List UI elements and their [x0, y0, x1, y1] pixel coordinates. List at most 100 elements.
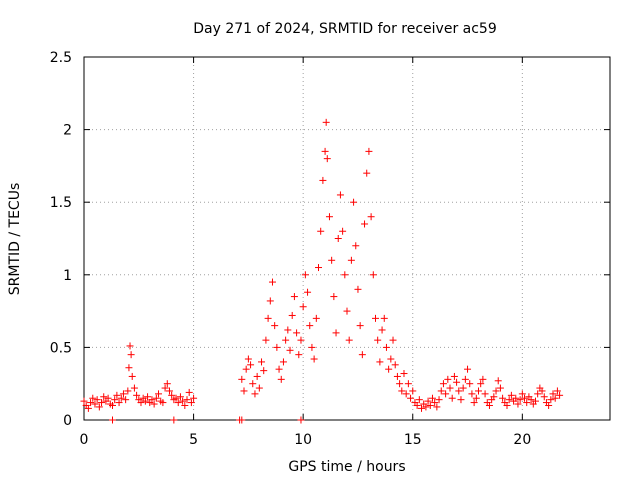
data-point [322, 118, 330, 126]
data-point [286, 346, 294, 354]
data-point [444, 375, 452, 383]
data-point [170, 416, 178, 424]
data-point [549, 390, 557, 398]
data-point [358, 351, 366, 359]
data-point [91, 400, 99, 408]
data-point [240, 387, 248, 395]
data-point [404, 380, 412, 388]
data-point [301, 271, 309, 279]
data-point [319, 176, 327, 184]
data-point [466, 380, 474, 388]
data-point [354, 285, 362, 293]
data-point [378, 326, 386, 334]
data-point [407, 394, 415, 402]
axis-ticks [83, 56, 610, 421]
data-point [376, 358, 384, 366]
data-point [279, 358, 287, 366]
data-point [150, 400, 158, 408]
data-point [553, 387, 561, 395]
data-point [111, 396, 119, 404]
data-point [100, 393, 108, 401]
data-point [299, 303, 307, 311]
y-tick-label: 2.5 [50, 50, 72, 66]
data-point [152, 394, 160, 402]
data-point [165, 387, 173, 395]
x-tick-label: 20 [513, 432, 531, 448]
data-point [108, 401, 116, 409]
y-tick-labels: 0 0.5 1 1.5 2 2.5 [50, 50, 72, 429]
data-point [385, 365, 393, 373]
data-point [496, 384, 504, 392]
data-point [126, 342, 134, 350]
data-points [80, 118, 564, 424]
data-point [159, 399, 167, 407]
data-point [325, 213, 333, 221]
data-point [398, 387, 406, 395]
data-point [334, 235, 342, 242]
data-point [128, 372, 136, 380]
data-point [176, 393, 184, 401]
data-point [264, 314, 272, 322]
data-point [442, 390, 450, 398]
data-point [433, 403, 441, 411]
data-point [187, 399, 195, 407]
data-point [317, 227, 325, 235]
data-point [556, 391, 564, 399]
data-point [253, 372, 261, 380]
plot-frame [83, 56, 611, 421]
data-point [315, 264, 323, 272]
data-point [437, 387, 445, 395]
data-point [479, 375, 487, 383]
data-point [141, 397, 149, 405]
data-point [273, 343, 281, 351]
data-point [87, 399, 95, 407]
data-point [95, 403, 103, 411]
data-point [80, 397, 88, 405]
y-tick-label: 1.5 [50, 195, 72, 211]
data-point [304, 288, 312, 296]
data-point [468, 390, 476, 398]
x-axis-label: GPS time / hours [288, 459, 405, 475]
data-point [266, 297, 274, 305]
data-point [426, 401, 434, 409]
data-point [323, 155, 331, 163]
data-point [352, 242, 360, 250]
data-point [249, 380, 257, 388]
data-point [137, 399, 145, 407]
data-point [179, 397, 187, 405]
data-point [310, 355, 318, 363]
grid-lines [84, 57, 610, 420]
data-point [275, 365, 283, 373]
x-tick-label: 5 [189, 432, 198, 448]
data-point [242, 365, 250, 373]
y-tick-label: 2 [63, 123, 72, 139]
data-point [247, 361, 255, 369]
data-point [295, 351, 303, 359]
data-point [108, 416, 116, 424]
data-point [341, 271, 349, 279]
data-point [124, 387, 132, 395]
data-point [238, 416, 246, 424]
data-point [251, 390, 259, 398]
data-point [459, 384, 467, 392]
y-axis-label: SRMTID / TECUs [7, 183, 23, 296]
data-point [260, 367, 268, 375]
data-point [290, 293, 298, 301]
data-point [422, 403, 430, 411]
y-tick-label: 1 [63, 268, 72, 284]
data-point [277, 375, 285, 383]
data-point [330, 293, 338, 301]
data-point [332, 329, 340, 337]
data-point [499, 394, 507, 402]
data-point [345, 336, 353, 344]
data-point [98, 399, 106, 407]
data-point [356, 322, 364, 330]
data-point [431, 399, 439, 407]
data-point [521, 394, 529, 402]
data-point [418, 404, 426, 412]
data-point [514, 400, 522, 408]
data-point [339, 227, 347, 235]
data-point [450, 372, 458, 380]
data-point [244, 355, 252, 363]
